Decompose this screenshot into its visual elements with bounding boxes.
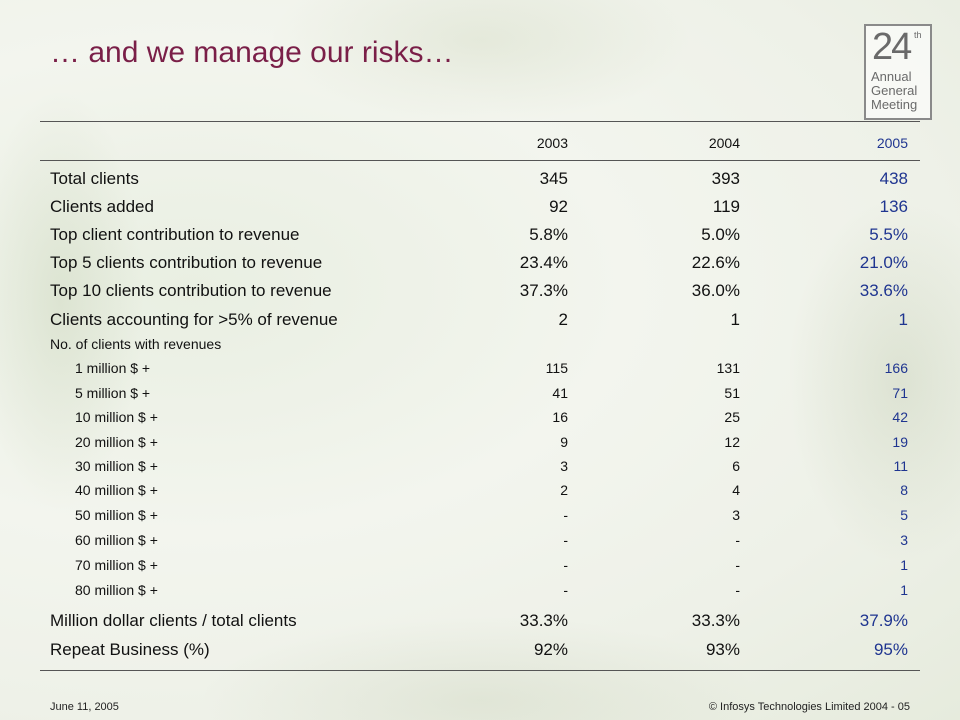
cell: 37.3% [519,280,568,300]
footer-date: June 11, 2005 [50,701,119,713]
cell: 5 [900,507,908,523]
row-label: 1 million $ + [75,360,151,376]
cell: 37.9% [859,610,908,630]
cell: 136 [879,196,908,216]
rule [40,670,920,671]
cell: 1 [730,309,740,329]
cell: 33.6% [859,280,908,300]
cell: 438 [879,168,908,188]
cell: 119 [712,196,740,216]
cell: 3 [560,458,568,474]
cell: 95% [873,639,908,659]
row-label: Clients accounting for >5% of revenue [50,309,338,329]
cell: 23.4% [519,252,568,272]
cell: 42 [892,409,908,425]
row-label: Total clients [50,168,139,188]
cell: 25 [724,409,740,425]
cell: 22.6% [691,252,740,272]
row-label: Clients added [50,196,154,216]
logo-suffix: th [914,30,922,40]
row-label: Top client contribution to revenue [50,224,300,244]
column-header: 2004 [708,135,740,151]
row-label: Top 5 clients contribution to revenue [50,252,323,272]
cell: 16 [552,409,568,425]
cell: 4 [732,482,740,498]
cell: 93% [705,639,740,659]
cell: 3 [732,507,740,523]
cell: 345 [539,168,568,188]
cell: 51 [724,385,740,401]
row-label: Top 10 clients contribution to revenue [50,280,332,300]
cell: 8 [900,482,908,498]
cell: - [735,532,740,548]
row-label: 70 million $ + [75,557,158,573]
cell: - [563,532,568,548]
cell: 115 [545,360,568,376]
logo: 24 th Annual General Meeting [864,24,932,120]
cell: 33.3% [519,610,568,630]
row-label: Repeat Business (%) [50,639,210,659]
row-label: 5 million $ + [75,385,151,401]
cell: 1 [898,309,908,329]
cell: 2 [558,309,568,329]
row-label: 80 million $ + [75,582,158,598]
cell: 9 [560,434,568,450]
cell: 166 [884,360,908,376]
slide-title: … and we manage our risks… [50,36,454,69]
cell: 5.8% [529,224,568,244]
column-header: 2005 [876,135,908,151]
cell: - [563,557,568,573]
cell: 5.0% [701,224,740,244]
logo-word: Meeting [871,97,918,112]
cell: 92 [549,196,568,216]
cell: 393 [711,168,740,188]
row-label: 60 million $ + [75,532,158,548]
cell: - [735,557,740,573]
cell: 21.0% [859,252,908,272]
cell: 11 [893,458,908,474]
cell: 2 [560,482,568,498]
cell: 71 [892,385,908,401]
cell: 33.3% [691,610,740,630]
cell: 1 [900,582,908,598]
cell: 41 [552,385,568,401]
cell: 131 [716,360,740,376]
rule [40,121,920,122]
rule [40,160,920,161]
row-label: No. of clients with revenues [50,336,222,352]
row-label: 50 million $ + [75,507,158,523]
cell: 92% [533,639,568,659]
row-label: 40 million $ + [75,482,158,498]
cell: 5.5% [869,224,908,244]
cell: 19 [892,434,908,450]
cell: 12 [724,434,740,450]
cell: 36.0% [691,280,740,300]
column-header: 2003 [536,135,568,151]
cell: 1 [900,557,908,573]
cell: 6 [732,458,740,474]
cell: 3 [900,532,908,548]
logo-word: General [871,83,918,98]
row-label: 20 million $ + [75,434,158,450]
row-label: 30 million $ + [75,458,158,474]
logo-word: Annual [871,69,912,84]
row-label: Million dollar clients / total clients [50,610,297,630]
cell: - [735,582,740,598]
row-label: 10 million $ + [75,409,158,425]
footer-copyright: © Infosys Technologies Limited 2004 - 05 [708,701,910,713]
logo-number: 24 [872,26,912,68]
cell: - [563,582,568,598]
cell: - [563,507,568,523]
